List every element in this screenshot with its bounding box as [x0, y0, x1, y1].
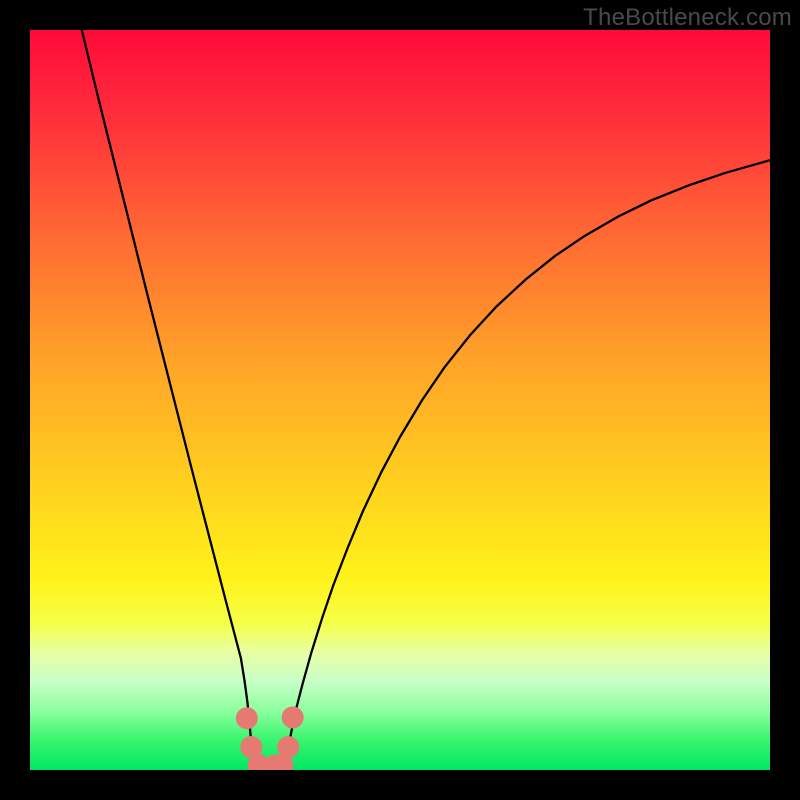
marker-dot: [236, 707, 258, 729]
frame-border-bottom: [0, 770, 800, 800]
frame-border-right: [770, 0, 800, 800]
frame-border-left: [0, 0, 30, 800]
marker-dot: [277, 736, 299, 758]
bottleneck-curve: [82, 30, 770, 769]
marker-dot: [282, 706, 304, 728]
watermark-text: TheBottleneck.com: [583, 4, 792, 32]
plot-area: [30, 30, 770, 770]
chart-container: { "watermark": { "text": "TheBottleneck.…: [0, 0, 800, 800]
plot-svg: [30, 30, 770, 770]
